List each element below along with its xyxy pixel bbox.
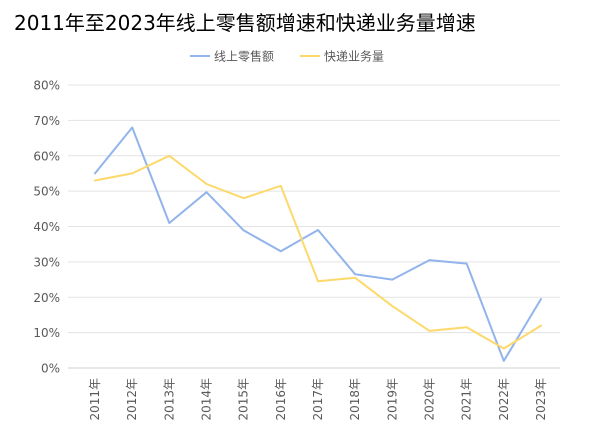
x-tick-label: 2015年 xyxy=(237,378,251,421)
x-tick-label: 2017年 xyxy=(311,378,325,421)
y-tick-label: 80% xyxy=(33,79,60,93)
grid xyxy=(68,84,560,369)
x-axis: 2011年 2012年 2013年 2014年 2015年 2016年 2017年 2018年… xyxy=(88,378,548,421)
y-tick-label: 50% xyxy=(33,185,60,199)
y-axis: 0% 10% 20% 30% 40% 50% 60% 70% 80% xyxy=(33,79,60,376)
x-tick-label: 2013年 xyxy=(162,378,176,421)
x-tick-label: 2018年 xyxy=(348,378,362,421)
x-tick-label: 2020年 xyxy=(423,378,437,421)
chart-title: 2011年至2023年线上零售额增速和快递业务量增速 xyxy=(14,11,476,35)
legend: 线上零售额 快递业务量 xyxy=(190,49,384,64)
x-tick-label: 2019年 xyxy=(385,378,399,421)
y-tick-label: 0% xyxy=(41,362,60,376)
series-layer xyxy=(94,126,542,362)
x-tick-label: 2012年 xyxy=(125,378,139,421)
x-tick-label: 2021年 xyxy=(460,378,474,421)
x-tick-label: 2011年 xyxy=(88,378,102,421)
x-tick-label: 2016年 xyxy=(274,378,288,421)
y-tick-label: 60% xyxy=(33,149,60,163)
y-tick-label: 10% xyxy=(33,326,60,340)
y-tick-label: 20% xyxy=(33,291,60,305)
series-line-online-retail xyxy=(94,126,542,362)
x-tick-label: 2023年 xyxy=(534,378,548,421)
y-tick-label: 30% xyxy=(33,255,60,269)
x-tick-label: 2022年 xyxy=(497,378,511,421)
x-tick-label: 2014年 xyxy=(200,378,214,421)
series-line-express-volume xyxy=(94,154,542,350)
y-tick-label: 40% xyxy=(33,220,60,234)
legend-label-online-retail: 线上零售额 xyxy=(214,49,274,64)
y-tick-label: 70% xyxy=(33,114,60,128)
legend-label-express-volume: 快递业务量 xyxy=(324,49,384,64)
